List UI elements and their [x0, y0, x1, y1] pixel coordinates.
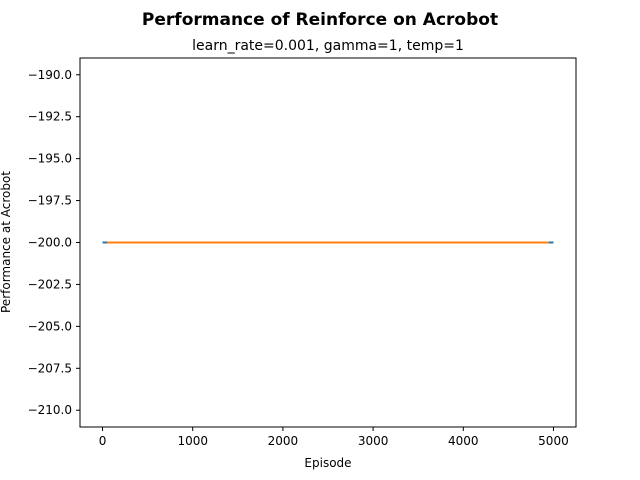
x-axis-ticks: 0 1000 2000 3000 4000 5000 [99, 427, 569, 448]
x-tick-label: 5000 [538, 434, 569, 448]
x-tick-label: 2000 [268, 434, 299, 448]
y-axis-label: Performance at Acrobot [0, 171, 13, 313]
y-tick-label: −197.5 [28, 194, 72, 208]
y-tick-label: −205.0 [28, 319, 72, 333]
chart-title: Performance of Reinforce on Acrobot [142, 10, 498, 30]
x-tick-label: 0 [99, 434, 107, 448]
x-tick-label: 4000 [448, 434, 479, 448]
y-tick-label: −202.5 [28, 277, 72, 291]
y-tick-label: −192.5 [28, 110, 72, 124]
x-tick-label: 1000 [177, 434, 208, 448]
y-axis-ticks: −190.0 −192.5 −195.0 −197.5 −200.0 −202.5 −205… [28, 68, 80, 417]
x-axis-label: Episode [304, 456, 351, 470]
x-tick-label: 3000 [358, 434, 389, 448]
y-tick-label: −190.0 [28, 68, 72, 82]
chart-subtitle: learn_rate=0.001, gamma=1, temp=1 [192, 38, 464, 54]
y-tick-label: −210.0 [28, 403, 72, 417]
y-tick-label: −195.0 [28, 152, 72, 166]
y-tick-label: −200.0 [28, 236, 72, 250]
y-tick-label: −207.5 [28, 361, 72, 375]
